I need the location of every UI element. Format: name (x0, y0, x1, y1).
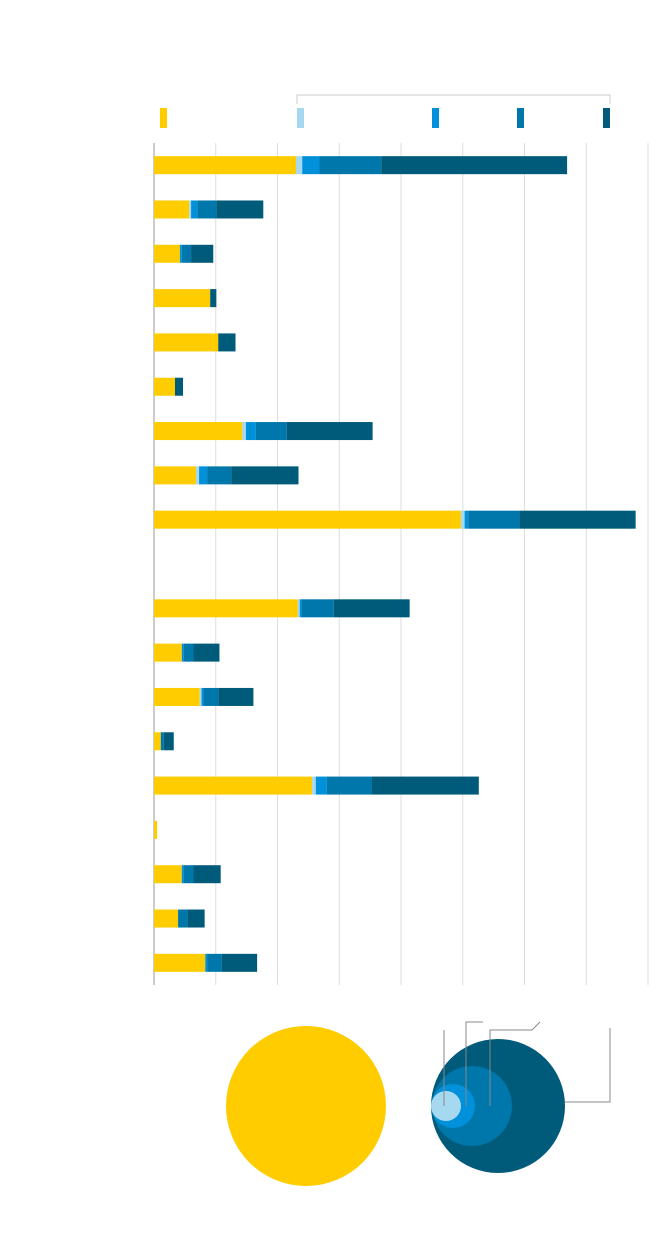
bar-segment (333, 599, 410, 618)
size-legend (226, 1021, 611, 1186)
bar-segment (195, 466, 200, 485)
bar-segment (207, 953, 222, 972)
bar-segment (246, 422, 256, 441)
bar-segment (154, 687, 200, 706)
bar-segment (154, 422, 243, 441)
bar-segment (189, 200, 192, 219)
leader-line (489, 1021, 541, 1106)
bar-segment (312, 776, 316, 795)
bar-segment (154, 377, 175, 396)
bar-segment (191, 200, 198, 219)
bar-segment (179, 244, 182, 263)
bar-segment (193, 643, 220, 662)
bar-segment (154, 333, 219, 352)
bar-segment (301, 599, 334, 618)
bar-segment (218, 333, 236, 352)
bar-segment (181, 244, 192, 263)
bar-segment (296, 156, 303, 175)
bar-segment (154, 466, 196, 485)
bar-segment (205, 953, 208, 972)
bar-segment (154, 156, 297, 175)
bar-segment (181, 865, 184, 884)
bar-segment (154, 776, 313, 795)
bar-segment (519, 510, 636, 529)
leader-line (465, 1021, 483, 1106)
bar-segment (154, 909, 179, 928)
bar-segment (216, 200, 264, 219)
bar-segment (242, 422, 247, 441)
bar-segment (160, 732, 164, 751)
bar-segment (154, 244, 180, 263)
bar-segment (203, 687, 219, 706)
size-circle (226, 1026, 386, 1186)
legend-swatch (297, 108, 304, 128)
bar-segment (183, 643, 194, 662)
bar-segment (174, 377, 184, 396)
legend-swatch (603, 108, 610, 128)
bar-segment (326, 776, 372, 795)
bar-segment (464, 510, 469, 529)
bar-segment (371, 776, 479, 795)
bar-segment (187, 909, 205, 928)
bar-segment (154, 732, 161, 751)
bar-segment (231, 466, 299, 485)
bar-segment (210, 289, 217, 308)
bar-segment (218, 687, 254, 706)
legend-bracket (296, 94, 611, 104)
bar-segment (191, 244, 214, 263)
legend-swatch (432, 108, 439, 128)
bar-segment (255, 422, 287, 441)
bar-segment (315, 776, 327, 795)
bar-segment (183, 865, 194, 884)
size-circle (431, 1091, 461, 1121)
bar-segment (163, 732, 174, 751)
bar-segment (468, 510, 520, 529)
legend-swatch (517, 108, 524, 128)
bar-segment (154, 820, 158, 839)
bar-segment (154, 953, 206, 972)
bar-segment (197, 200, 217, 219)
bar-segment (178, 909, 188, 928)
bar-segment (154, 865, 182, 884)
bar-segment (319, 156, 382, 175)
bar-segment (199, 466, 208, 485)
bar-segment (299, 599, 302, 618)
bar-segment (302, 156, 320, 175)
bar-segment (460, 510, 465, 529)
bar-segment (193, 865, 221, 884)
bar-segment (201, 687, 204, 706)
bar-segment (221, 953, 258, 972)
legend-swatch (160, 108, 167, 128)
bar-segment (181, 643, 184, 662)
bar-segment (154, 643, 182, 662)
bar-segment (199, 687, 202, 706)
bar-segment (381, 156, 568, 175)
bar-segment (154, 510, 461, 529)
bar-segment (154, 289, 211, 308)
leader-line (565, 1028, 611, 1103)
bar-segment (286, 422, 373, 441)
bar-segment (154, 599, 298, 618)
bar-segment (297, 599, 300, 618)
bar-segment (207, 466, 232, 485)
bar-segment (154, 200, 190, 219)
